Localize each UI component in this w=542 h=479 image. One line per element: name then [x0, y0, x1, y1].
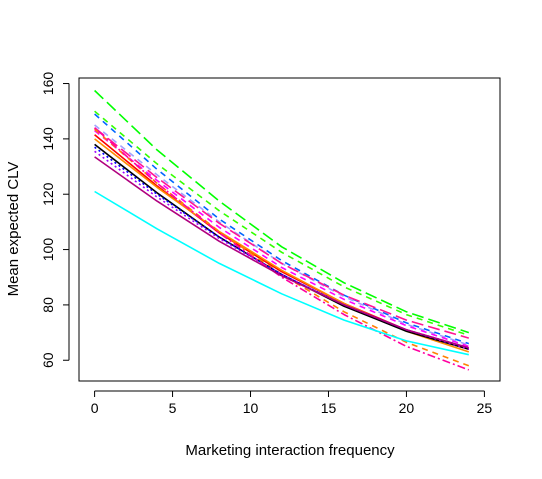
series-line-1 [94, 89, 470, 334]
y-tick-label: 120 [40, 182, 56, 206]
x-tick-label: 15 [321, 400, 337, 416]
y-tick-label: 60 [40, 352, 56, 368]
x-tick-label: 25 [477, 400, 493, 416]
x-axis: 0 5 10 15 20 25 [91, 390, 493, 416]
series-line-8 [94, 138, 470, 353]
x-tick-label: 0 [91, 400, 99, 416]
y-axis: 60 80 100 120 140 160 [40, 72, 70, 368]
series-layer [94, 89, 470, 371]
x-tick-label: 5 [169, 400, 177, 416]
series-line-7 [94, 134, 470, 350]
series-line-11 [94, 146, 470, 349]
series-line-9 [94, 128, 470, 367]
y-tick-label: 100 [40, 238, 56, 262]
x-tick-label: 10 [243, 400, 259, 416]
plot-frame [78, 77, 501, 382]
series-line-5 [94, 127, 470, 339]
series-line-14 [94, 156, 470, 349]
series-line-3 [94, 113, 470, 345]
series-line-6 [94, 129, 470, 348]
series-line-4 [94, 124, 470, 346]
y-axis-title: Mean expected CLV [5, 162, 22, 297]
x-tick-label: 20 [399, 400, 415, 416]
series-line-15 [94, 190, 469, 356]
y-tick-label: 80 [40, 297, 56, 313]
series-line-2 [94, 110, 470, 337]
x-axis-title: Marketing interaction frequency [185, 442, 395, 459]
y-tick-label: 160 [40, 72, 56, 96]
y-tick-label: 140 [40, 127, 56, 151]
